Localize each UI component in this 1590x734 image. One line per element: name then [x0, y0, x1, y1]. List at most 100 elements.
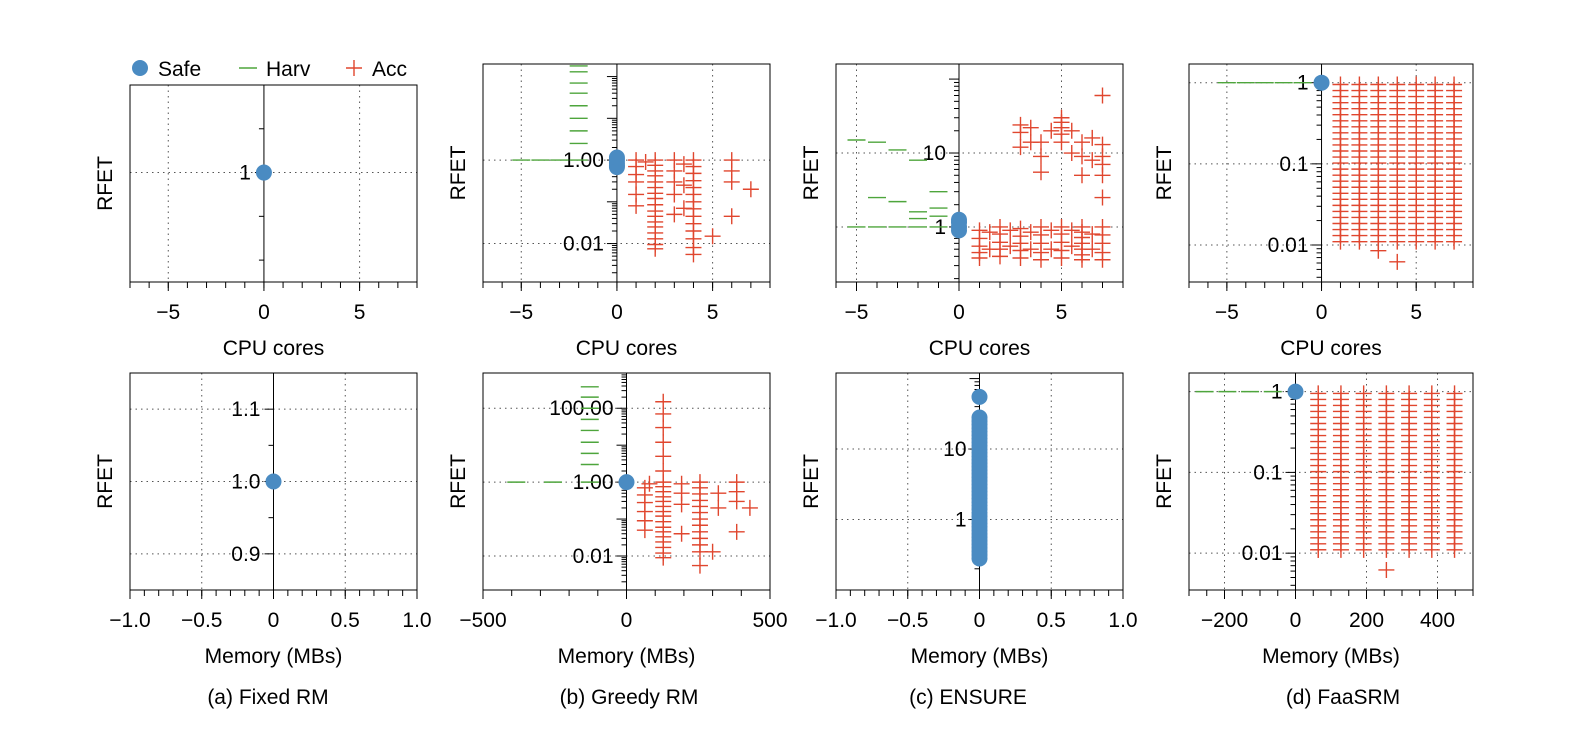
- acc-marker: [636, 522, 653, 539]
- acc-marker: [1074, 134, 1090, 151]
- panel-a-mem: −1.0 −0.5 0 0.5 1.0 1.1 1.0 0.9 Memory (MBs) RFET: [94, 372, 432, 668]
- acc-marker: [1378, 561, 1395, 578]
- x-tick-label: −0.5: [181, 609, 222, 632]
- acc-marker: [655, 448, 672, 465]
- x-tick-label: 1.0: [1108, 609, 1137, 632]
- y-axis-label: RFET: [447, 145, 470, 200]
- acc-marker: [728, 493, 745, 510]
- acc-marker: [1022, 241, 1039, 258]
- y-tick-label: 0.9: [231, 543, 260, 566]
- acc-marker: [728, 523, 745, 540]
- acc-marker: [1033, 148, 1049, 165]
- x-tick-label: 200: [1349, 609, 1384, 632]
- y-tick-label: 1: [239, 162, 251, 185]
- x-tick-label: −5: [845, 301, 869, 324]
- legend-label: Harv: [266, 58, 311, 81]
- acc-marker: [1332, 76, 1349, 93]
- acc-marker: [691, 557, 708, 574]
- x-axis-label: Memory (MBs): [558, 645, 696, 668]
- x-tick-label: −5: [1215, 301, 1239, 324]
- x-axis-label: Memory (MBs): [1262, 645, 1400, 668]
- acc-marker: [1094, 251, 1111, 268]
- acc-marker: [1033, 164, 1049, 181]
- x-axis-label: CPU cores: [576, 337, 678, 360]
- acc-marker: [1094, 189, 1111, 206]
- acc-marker: [971, 250, 988, 267]
- acc-marker: [1094, 87, 1111, 104]
- x-tick-label: 5: [354, 301, 366, 324]
- x-tick-label: 0: [258, 301, 270, 324]
- acc-marker: [1370, 76, 1387, 93]
- x-tick-label: −5: [509, 301, 533, 324]
- y-axis-label: RFET: [94, 454, 117, 509]
- acc-marker: [675, 177, 692, 194]
- safe-marker: [971, 388, 988, 405]
- y-tick-label: 10: [923, 142, 946, 165]
- plot-frame: [129, 84, 418, 283]
- x-tick-label: 0: [621, 609, 633, 632]
- legend-safe-icon: [132, 60, 148, 76]
- x-tick-label: −1.0: [109, 609, 150, 632]
- acc-marker: [1043, 241, 1060, 258]
- acc-marker: [1022, 119, 1039, 136]
- acc-marker: [655, 549, 672, 566]
- y-tick-label: 0.01: [1242, 542, 1283, 565]
- acc-marker: [1401, 385, 1418, 402]
- x-tick-label: 400: [1420, 609, 1455, 632]
- acc-marker: [1002, 222, 1019, 239]
- x-tick-label: 0: [268, 609, 280, 632]
- acc-marker: [1094, 136, 1111, 153]
- x-tick-label: 0: [974, 609, 986, 632]
- acc-marker: [1310, 385, 1327, 402]
- subfigure-caption: (d) FaaSRM: [1286, 686, 1400, 709]
- acc-marker: [673, 496, 690, 513]
- y-axis-label: RFET: [94, 156, 117, 211]
- panel-c-mem: −1.0 −0.5 0 0.5 1.0 10 1 Memory (MBs) RFET: [800, 372, 1138, 668]
- y-tick-label: 0.01: [563, 233, 604, 256]
- acc-marker: [981, 224, 998, 241]
- acc-marker: [1012, 139, 1029, 156]
- x-tick-label: −1.0: [815, 609, 856, 632]
- acc-marker: [1310, 541, 1327, 558]
- acc-marker: [1408, 76, 1425, 93]
- acc-marker: [704, 228, 721, 245]
- acc-marker: [1063, 238, 1080, 255]
- x-tick-label: 0: [611, 301, 623, 324]
- acc-marker: [666, 206, 683, 223]
- safe-marker: [951, 211, 967, 228]
- acc-marker: [1053, 109, 1070, 126]
- plot-frame: [482, 63, 771, 283]
- acc-marker: [666, 186, 683, 203]
- legend-acc-icon: [346, 60, 362, 76]
- y-tick-label: 0.01: [573, 545, 614, 568]
- acc-marker: [1446, 385, 1463, 402]
- x-tick-label: 0.5: [1037, 609, 1066, 632]
- panels: −5 0 5 1 CPU cores RFET −5 0 5 1.0 0 0.01 CPU cores R…: [94, 63, 1474, 668]
- acc-marker: [1332, 385, 1349, 402]
- x-tick-label: 5: [1056, 301, 1068, 324]
- safe-marker: [265, 473, 282, 490]
- panel-a-cpu: −5 0 5 1 CPU cores RFET: [94, 84, 418, 360]
- x-tick-label: 0.5: [331, 609, 360, 632]
- y-tick-label: 1.1: [231, 398, 260, 421]
- y-axis-label: RFET: [1153, 454, 1176, 509]
- acc-marker: [723, 173, 740, 190]
- acc-marker: [1033, 134, 1049, 151]
- acc-marker: [1427, 76, 1444, 93]
- acc-marker: [655, 419, 672, 436]
- safe-marker: [1313, 74, 1330, 91]
- captions: (a) Fixed RM (b) Greedy RM (c) ENSURE (d) F…: [207, 686, 1400, 709]
- legend-label: Acc: [372, 58, 407, 81]
- subfigure-caption: (b) Greedy RM: [560, 686, 699, 709]
- y-tick-label: 1.0: [231, 471, 260, 494]
- acc-marker: [1033, 251, 1049, 268]
- safe-marker: [608, 149, 625, 166]
- acc-marker: [637, 153, 654, 170]
- y-axis-label: RFET: [800, 145, 823, 200]
- acc-marker: [1084, 152, 1101, 169]
- acc-marker: [685, 246, 702, 263]
